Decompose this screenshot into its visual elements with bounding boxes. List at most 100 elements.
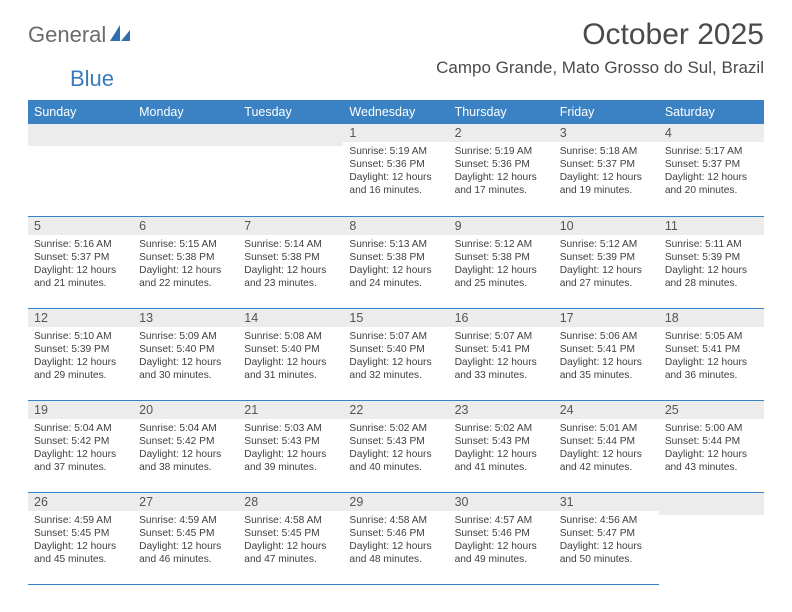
- sunrise-text: Sunrise: 5:07 AM: [455, 330, 548, 343]
- day-detail: Sunrise: 5:10 AMSunset: 5:39 PMDaylight:…: [28, 327, 133, 382]
- day-number: 16: [449, 309, 554, 327]
- sunset-text: Sunset: 5:44 PM: [665, 435, 758, 448]
- day-detail: Sunrise: 5:15 AMSunset: 5:38 PMDaylight:…: [133, 235, 238, 290]
- day-number: 10: [554, 217, 659, 235]
- calendar-cell: [133, 124, 238, 216]
- calendar-cell: 8Sunrise: 5:13 AMSunset: 5:38 PMDaylight…: [343, 216, 448, 308]
- day-number-empty: [659, 493, 764, 515]
- calendar-cell: 26Sunrise: 4:59 AMSunset: 5:45 PMDayligh…: [28, 492, 133, 584]
- sunset-text: Sunset: 5:43 PM: [455, 435, 548, 448]
- day-number: 22: [343, 401, 448, 419]
- sunrise-text: Sunrise: 4:59 AM: [34, 514, 127, 527]
- daylight-text: Daylight: 12 hours and 17 minutes.: [455, 171, 548, 197]
- calendar-page: General October 2025 Campo Grande, Mato …: [0, 0, 792, 585]
- logo-word2: Blue: [70, 66, 114, 91]
- day-detail: Sunrise: 5:02 AMSunset: 5:43 PMDaylight:…: [449, 419, 554, 474]
- calendar-table: Sunday Monday Tuesday Wednesday Thursday…: [28, 100, 764, 585]
- calendar-cell: 4Sunrise: 5:17 AMSunset: 5:37 PMDaylight…: [659, 124, 764, 216]
- calendar-cell: 19Sunrise: 5:04 AMSunset: 5:42 PMDayligh…: [28, 400, 133, 492]
- calendar-cell: 28Sunrise: 4:58 AMSunset: 5:45 PMDayligh…: [238, 492, 343, 584]
- day-number: 27: [133, 493, 238, 511]
- sunrise-text: Sunrise: 4:58 AM: [349, 514, 442, 527]
- day-detail: Sunrise: 5:19 AMSunset: 5:36 PMDaylight:…: [449, 142, 554, 197]
- sunrise-text: Sunrise: 4:57 AM: [455, 514, 548, 527]
- day-number: 29: [343, 493, 448, 511]
- daylight-text: Daylight: 12 hours and 46 minutes.: [139, 540, 232, 566]
- daylight-text: Daylight: 12 hours and 39 minutes.: [244, 448, 337, 474]
- weekday-header-row: Sunday Monday Tuesday Wednesday Thursday…: [28, 100, 764, 124]
- daylight-text: Daylight: 12 hours and 32 minutes.: [349, 356, 442, 382]
- day-number: 30: [449, 493, 554, 511]
- day-detail: Sunrise: 4:56 AMSunset: 5:47 PMDaylight:…: [554, 511, 659, 566]
- daylight-text: Daylight: 12 hours and 36 minutes.: [665, 356, 758, 382]
- calendar-cell: 15Sunrise: 5:07 AMSunset: 5:40 PMDayligh…: [343, 308, 448, 400]
- day-detail: Sunrise: 5:18 AMSunset: 5:37 PMDaylight:…: [554, 142, 659, 197]
- day-detail: Sunrise: 4:57 AMSunset: 5:46 PMDaylight:…: [449, 511, 554, 566]
- sunrise-text: Sunrise: 5:12 AM: [455, 238, 548, 251]
- calendar-cell: [28, 124, 133, 216]
- sunrise-text: Sunrise: 5:02 AM: [349, 422, 442, 435]
- day-number: 7: [238, 217, 343, 235]
- calendar-cell: 16Sunrise: 5:07 AMSunset: 5:41 PMDayligh…: [449, 308, 554, 400]
- sunrise-text: Sunrise: 5:11 AM: [665, 238, 758, 251]
- calendar-cell: 24Sunrise: 5:01 AMSunset: 5:44 PMDayligh…: [554, 400, 659, 492]
- sunrise-text: Sunrise: 5:10 AM: [34, 330, 127, 343]
- sunrise-text: Sunrise: 4:58 AM: [244, 514, 337, 527]
- daylight-text: Daylight: 12 hours and 27 minutes.: [560, 264, 653, 290]
- day-number-empty: [133, 124, 238, 146]
- daylight-text: Daylight: 12 hours and 47 minutes.: [244, 540, 337, 566]
- daylight-text: Daylight: 12 hours and 42 minutes.: [560, 448, 653, 474]
- sunrise-text: Sunrise: 5:08 AM: [244, 330, 337, 343]
- sunset-text: Sunset: 5:38 PM: [349, 251, 442, 264]
- sunset-text: Sunset: 5:39 PM: [560, 251, 653, 264]
- calendar-cell: 6Sunrise: 5:15 AMSunset: 5:38 PMDaylight…: [133, 216, 238, 308]
- day-detail: Sunrise: 5:00 AMSunset: 5:44 PMDaylight:…: [659, 419, 764, 474]
- sunset-text: Sunset: 5:40 PM: [139, 343, 232, 356]
- day-detail: Sunrise: 4:59 AMSunset: 5:45 PMDaylight:…: [133, 511, 238, 566]
- sunrise-text: Sunrise: 5:06 AM: [560, 330, 653, 343]
- sunset-text: Sunset: 5:41 PM: [560, 343, 653, 356]
- sunrise-text: Sunrise: 5:17 AM: [665, 145, 758, 158]
- calendar-cell: 27Sunrise: 4:59 AMSunset: 5:45 PMDayligh…: [133, 492, 238, 584]
- sunrise-text: Sunrise: 5:01 AM: [560, 422, 653, 435]
- weekday-header: Thursday: [449, 100, 554, 124]
- daylight-text: Daylight: 12 hours and 35 minutes.: [560, 356, 653, 382]
- daylight-text: Daylight: 12 hours and 16 minutes.: [349, 171, 442, 197]
- day-number: 19: [28, 401, 133, 419]
- day-number: 1: [343, 124, 448, 142]
- sunset-text: Sunset: 5:43 PM: [349, 435, 442, 448]
- day-detail: Sunrise: 5:11 AMSunset: 5:39 PMDaylight:…: [659, 235, 764, 290]
- day-number: 5: [28, 217, 133, 235]
- calendar-cell: [238, 124, 343, 216]
- sunset-text: Sunset: 5:41 PM: [665, 343, 758, 356]
- calendar-row: 1Sunrise: 5:19 AMSunset: 5:36 PMDaylight…: [28, 124, 764, 216]
- calendar-cell: 5Sunrise: 5:16 AMSunset: 5:37 PMDaylight…: [28, 216, 133, 308]
- day-detail: Sunrise: 5:12 AMSunset: 5:38 PMDaylight:…: [449, 235, 554, 290]
- logo-word1: General: [28, 22, 106, 48]
- weekday-header: Sunday: [28, 100, 133, 124]
- daylight-text: Daylight: 12 hours and 23 minutes.: [244, 264, 337, 290]
- day-number: 3: [554, 124, 659, 142]
- calendar-cell: 12Sunrise: 5:10 AMSunset: 5:39 PMDayligh…: [28, 308, 133, 400]
- daylight-text: Daylight: 12 hours and 49 minutes.: [455, 540, 548, 566]
- calendar-cell: 23Sunrise: 5:02 AMSunset: 5:43 PMDayligh…: [449, 400, 554, 492]
- day-number: 12: [28, 309, 133, 327]
- day-detail: Sunrise: 4:58 AMSunset: 5:46 PMDaylight:…: [343, 511, 448, 566]
- sunrise-text: Sunrise: 5:16 AM: [34, 238, 127, 251]
- calendar-cell: 31Sunrise: 4:56 AMSunset: 5:47 PMDayligh…: [554, 492, 659, 584]
- day-number: 4: [659, 124, 764, 142]
- sunset-text: Sunset: 5:38 PM: [455, 251, 548, 264]
- month-title: October 2025: [436, 18, 764, 52]
- daylight-text: Daylight: 12 hours and 45 minutes.: [34, 540, 127, 566]
- day-number: 18: [659, 309, 764, 327]
- daylight-text: Daylight: 12 hours and 25 minutes.: [455, 264, 548, 290]
- sunset-text: Sunset: 5:42 PM: [139, 435, 232, 448]
- day-detail: Sunrise: 5:07 AMSunset: 5:41 PMDaylight:…: [449, 327, 554, 382]
- calendar-cell: 14Sunrise: 5:08 AMSunset: 5:40 PMDayligh…: [238, 308, 343, 400]
- sunset-text: Sunset: 5:45 PM: [139, 527, 232, 540]
- day-detail: Sunrise: 5:04 AMSunset: 5:42 PMDaylight:…: [133, 419, 238, 474]
- sunrise-text: Sunrise: 5:04 AM: [139, 422, 232, 435]
- sunset-text: Sunset: 5:46 PM: [349, 527, 442, 540]
- daylight-text: Daylight: 12 hours and 30 minutes.: [139, 356, 232, 382]
- day-detail: Sunrise: 5:08 AMSunset: 5:40 PMDaylight:…: [238, 327, 343, 382]
